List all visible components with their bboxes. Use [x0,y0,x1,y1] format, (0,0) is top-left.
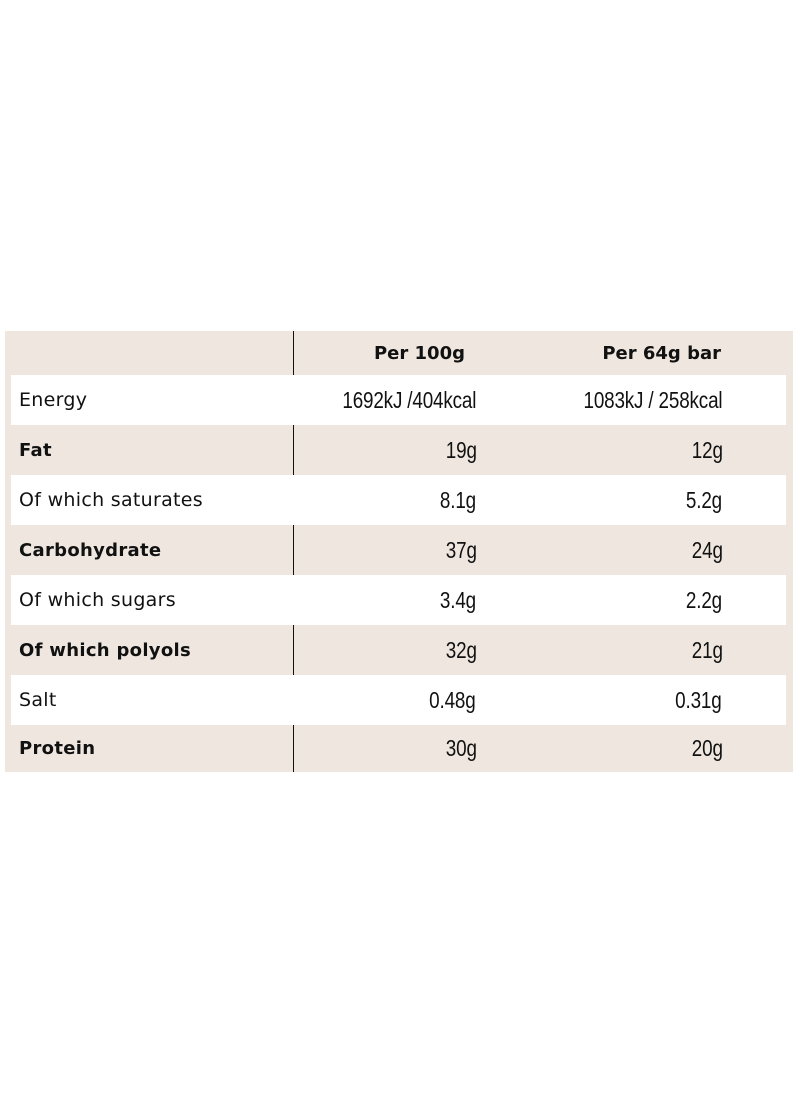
table-row-carbohydrate: Carbohydrate 37g 24g [5,525,793,575]
table-row-energy: Energy 1692kJ /404kcal 1083kJ / 258kcal [11,375,786,425]
header-per-100g: Per 100g [373,342,465,364]
table-row-protein: Protein 30g 20g [5,725,793,772]
value-per-100g: 8.1g [439,486,476,513]
nutrition-table: Per 100g Per 64g bar Energy 1692kJ /404k… [5,331,793,772]
value-per-100g: 3.4g [439,586,476,613]
value-per-100g: 32g [446,636,477,663]
value-per-100g: 0.48g [429,686,477,713]
value-per-bar: 2.2g [685,586,722,613]
value-per-100g: 37g [446,536,477,563]
value-per-bar: 1083kJ / 258kcal [583,386,722,413]
row-label: Of which sugars [19,589,176,611]
table-row-sugars: Of which sugars 3.4g 2.2g [11,575,786,625]
value-per-bar: 24g [692,536,723,563]
value-per-bar: 12g [692,436,723,463]
row-label: Fat [19,439,52,461]
value-per-bar: 21g [692,636,723,663]
row-label: Of which polyols [19,639,191,661]
value-per-bar: 0.31g [675,686,723,713]
value-per-bar: 20g [692,735,723,761]
value-per-100g: 1692kJ /404kcal [342,386,476,413]
row-label: Energy [19,389,88,411]
row-label: Salt [19,689,57,711]
value-per-bar: 5.2g [685,486,722,513]
value-per-100g: 19g [446,436,477,463]
row-label: Protein [19,738,96,759]
table-header-row: Per 100g Per 64g bar [5,331,793,375]
header-per-64g-bar: Per 64g bar [602,342,721,364]
row-label: Of which saturates [19,489,203,511]
value-per-100g: 30g [446,735,477,761]
table-row-salt: Salt 0.48g 0.31g [11,675,786,725]
column-divider [293,331,294,772]
row-label: Carbohydrate [19,539,162,561]
table-row-saturates: Of which saturates 8.1g 5.2g [11,475,786,525]
table-row-polyols: Of which polyols 32g 21g [5,625,793,675]
table-row-fat: Fat 19g 12g [5,425,793,475]
